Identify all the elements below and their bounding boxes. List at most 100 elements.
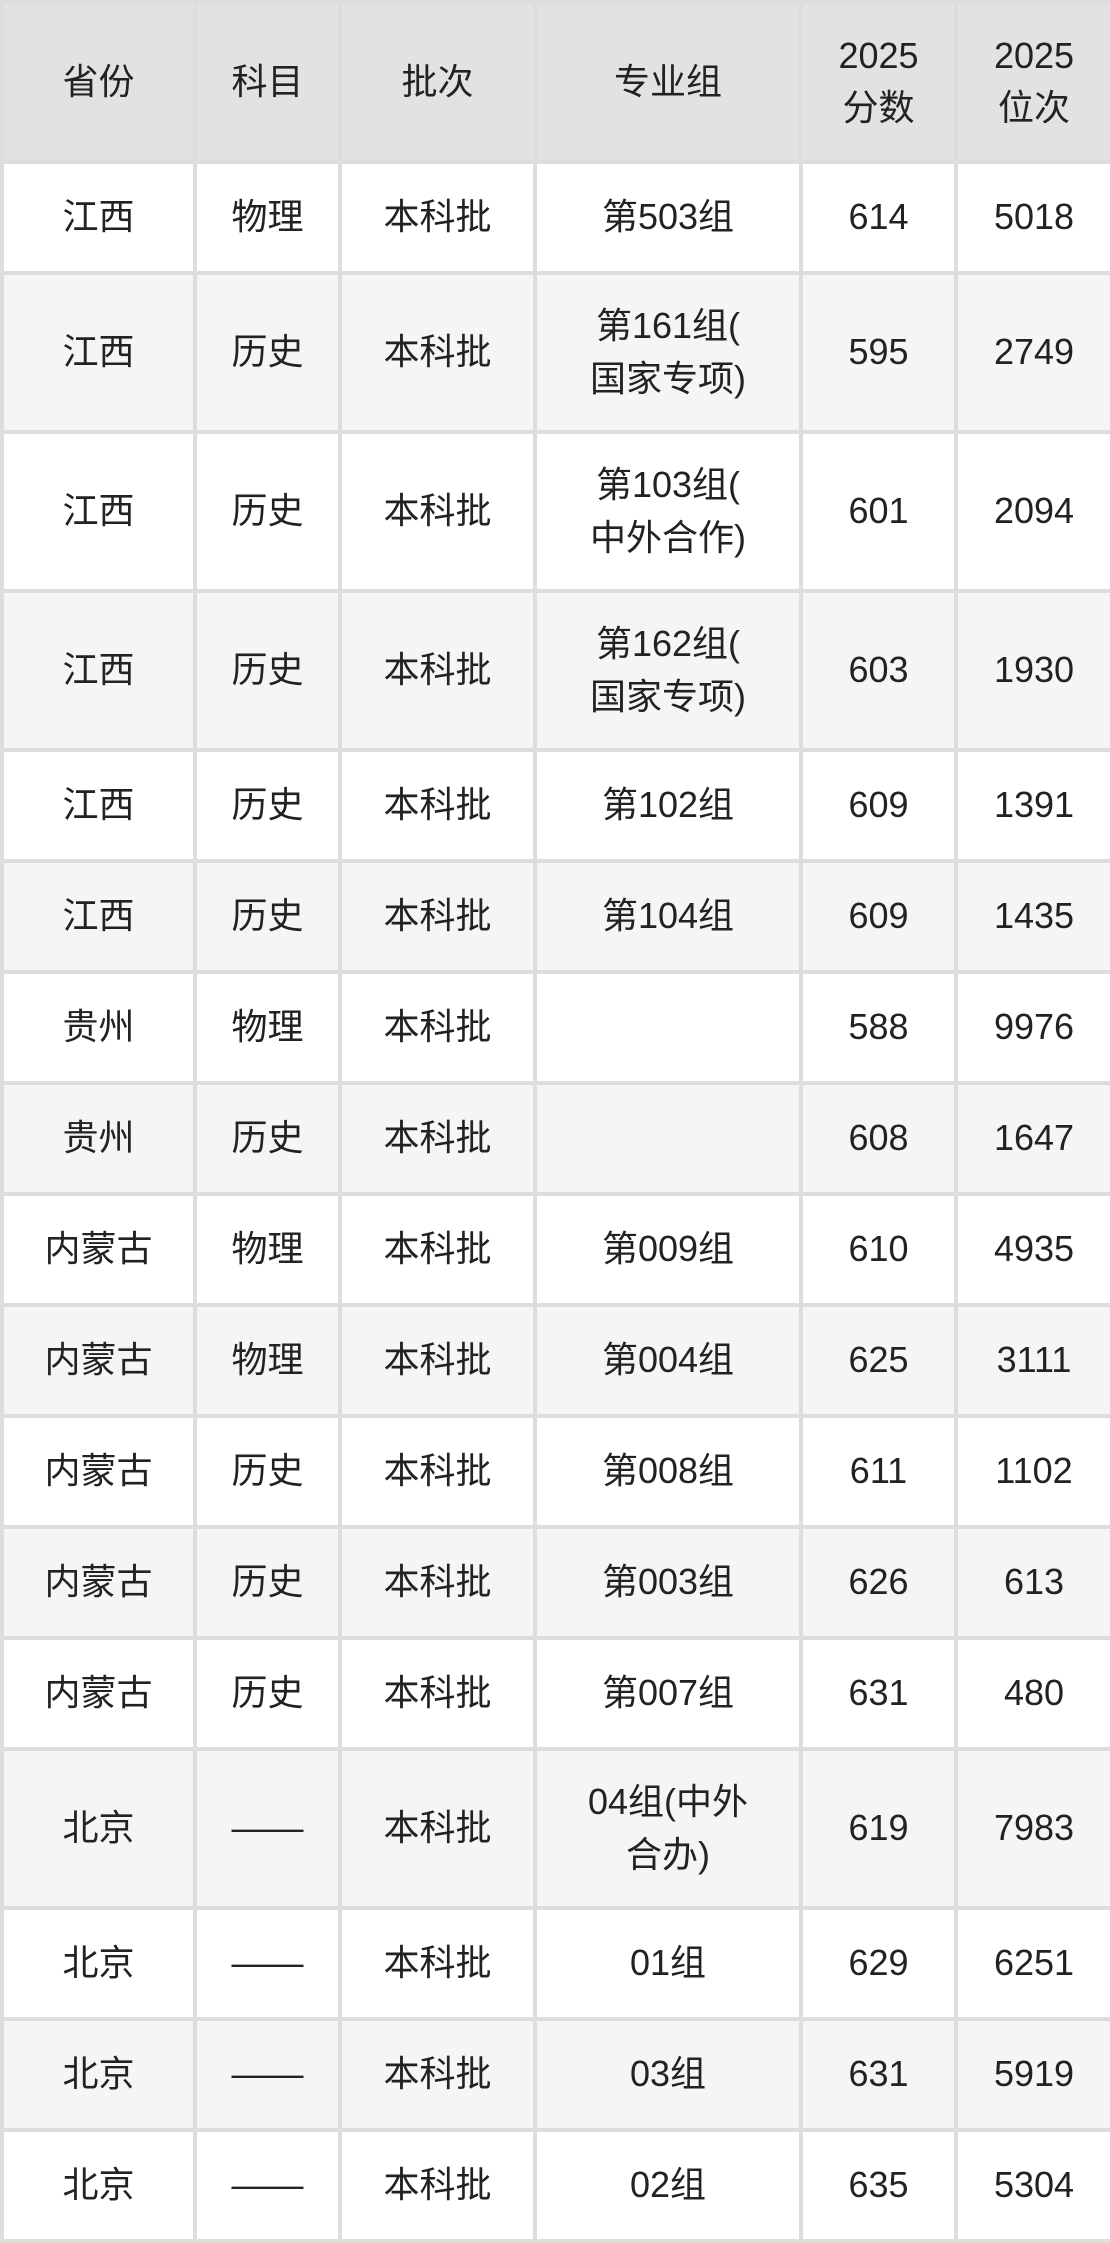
cell-province: 北京 [0, 1747, 197, 1910]
table-row: 内蒙古 物理 本科批 第009组 610 4935 [0, 1192, 1110, 1307]
cell-rank: 1391 [954, 748, 1110, 863]
cell-score: 601 [799, 430, 958, 593]
cell-province: 北京 [0, 2128, 197, 2243]
cell-rank: 7983 [954, 1747, 1110, 1910]
cell-batch: 本科批 [338, 859, 537, 974]
column-header-batch: 批次 [338, 0, 537, 164]
cell-rank: 1930 [954, 589, 1110, 752]
cell-score: 608 [799, 1081, 958, 1196]
cell-batch: 本科批 [338, 589, 537, 752]
cell-major-group: 第104组 [533, 859, 803, 974]
cell-batch: 本科批 [338, 970, 537, 1085]
cell-major-group: 第102组 [533, 748, 803, 863]
header-row: 省份 科目 批次 专业组 2025 分数 2025 位次 [0, 0, 1110, 164]
cell-rank: 2094 [954, 430, 1110, 593]
cell-batch: 本科批 [338, 430, 537, 593]
table-row: 贵州 物理 本科批 588 9976 [0, 970, 1110, 1085]
cell-batch: 本科批 [338, 2017, 537, 2132]
cell-score: 631 [799, 1636, 958, 1751]
table-row: 内蒙古 历史 本科批 第007组 631 480 [0, 1636, 1110, 1751]
cell-province: 内蒙古 [0, 1414, 197, 1529]
cell-major-group: 第103组( 中外合作) [533, 430, 803, 593]
cell-province: 内蒙古 [0, 1192, 197, 1307]
cell-subject: 物理 [193, 160, 342, 275]
cell-rank: 5304 [954, 2128, 1110, 2243]
cell-rank: 1435 [954, 859, 1110, 974]
cell-province: 江西 [0, 748, 197, 863]
cell-subject: 历史 [193, 859, 342, 974]
cell-batch: 本科批 [338, 1414, 537, 1529]
table-header: 省份 科目 批次 专业组 2025 分数 2025 位次 [0, 0, 1110, 164]
table-row: 北京 —— 本科批 01组 629 6251 [0, 1906, 1110, 2021]
table-row: 北京 —— 本科批 04组(中外 合办) 619 7983 [0, 1747, 1110, 1910]
cell-rank: 9976 [954, 970, 1110, 1085]
cell-province: 江西 [0, 859, 197, 974]
cell-province: 江西 [0, 430, 197, 593]
cell-score: 626 [799, 1525, 958, 1640]
cell-major-group: 第009组 [533, 1192, 803, 1307]
cell-major-group: 03组 [533, 2017, 803, 2132]
cell-rank: 4935 [954, 1192, 1110, 1307]
table-row: 江西 历史 本科批 第162组( 国家专项) 603 1930 [0, 589, 1110, 752]
cell-rank: 1647 [954, 1081, 1110, 1196]
cell-subject: —— [193, 2017, 342, 2132]
cell-rank: 6251 [954, 1906, 1110, 2021]
cell-score: 609 [799, 859, 958, 974]
column-header-rank-2025: 2025 位次 [954, 0, 1110, 164]
cell-major-group: 04组(中外 合办) [533, 1747, 803, 1910]
cell-rank: 5018 [954, 160, 1110, 275]
cell-subject: 历史 [193, 1414, 342, 1529]
table-body: 江西 物理 本科批 第503组 614 5018 江西 历史 本科批 第161组… [0, 160, 1110, 2243]
cell-major-group: 01组 [533, 1906, 803, 2021]
table-row: 北京 —— 本科批 02组 635 5304 [0, 2128, 1110, 2243]
cell-major-group: 第162组( 国家专项) [533, 589, 803, 752]
table-row: 江西 历史 本科批 第161组( 国家专项) 595 2749 [0, 271, 1110, 434]
table-row: 江西 历史 本科批 第104组 609 1435 [0, 859, 1110, 974]
cell-rank: 2749 [954, 271, 1110, 434]
column-header-subject: 科目 [193, 0, 342, 164]
cell-province: 北京 [0, 1906, 197, 2021]
cell-province: 贵州 [0, 1081, 197, 1196]
cell-batch: 本科批 [338, 1747, 537, 1910]
table-row: 内蒙古 物理 本科批 第004组 625 3111 [0, 1303, 1110, 1418]
cell-batch: 本科批 [338, 1636, 537, 1751]
cell-major-group: 第503组 [533, 160, 803, 275]
cell-rank: 3111 [954, 1303, 1110, 1418]
cell-province: 北京 [0, 2017, 197, 2132]
cell-major-group: 第161组( 国家专项) [533, 271, 803, 434]
cell-score: 588 [799, 970, 958, 1085]
cell-subject: —— [193, 1906, 342, 2021]
cell-score: 603 [799, 589, 958, 752]
cell-subject: —— [193, 1747, 342, 1910]
cell-province: 内蒙古 [0, 1636, 197, 1751]
cell-major-group [533, 970, 803, 1085]
cell-batch: 本科批 [338, 748, 537, 863]
table-row: 贵州 历史 本科批 608 1647 [0, 1081, 1110, 1196]
cell-major-group: 第008组 [533, 1414, 803, 1529]
cell-subject: 历史 [193, 271, 342, 434]
cell-score: 631 [799, 2017, 958, 2132]
cell-subject: —— [193, 2128, 342, 2243]
cell-score: 610 [799, 1192, 958, 1307]
cell-score: 609 [799, 748, 958, 863]
table-row: 江西 历史 本科批 第103组( 中外合作) 601 2094 [0, 430, 1110, 593]
table-row: 江西 物理 本科批 第503组 614 5018 [0, 160, 1110, 275]
table-row: 内蒙古 历史 本科批 第008组 611 1102 [0, 1414, 1110, 1529]
cell-major-group: 02组 [533, 2128, 803, 2243]
cell-subject: 物理 [193, 1303, 342, 1418]
cell-batch: 本科批 [338, 1303, 537, 1418]
cell-province: 江西 [0, 160, 197, 275]
cell-batch: 本科批 [338, 271, 537, 434]
cell-subject: 历史 [193, 589, 342, 752]
table-row: 内蒙古 历史 本科批 第003组 626 613 [0, 1525, 1110, 1640]
cell-subject: 历史 [193, 1636, 342, 1751]
cell-batch: 本科批 [338, 1906, 537, 2021]
cell-province: 江西 [0, 589, 197, 752]
cell-province: 贵州 [0, 970, 197, 1085]
cell-major-group: 第004组 [533, 1303, 803, 1418]
cell-score: 595 [799, 271, 958, 434]
column-header-province: 省份 [0, 0, 197, 164]
cell-batch: 本科批 [338, 2128, 537, 2243]
cell-major-group: 第003组 [533, 1525, 803, 1640]
